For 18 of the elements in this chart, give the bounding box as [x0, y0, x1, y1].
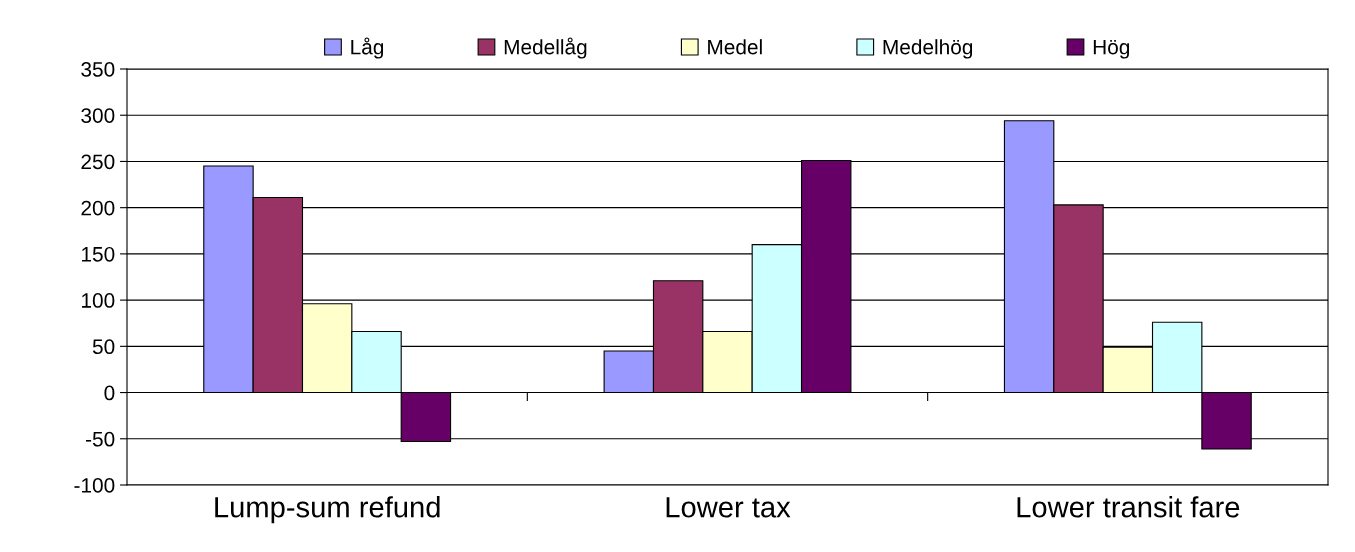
y-tick-label: 0: [104, 385, 115, 401]
x-tick-label: Lower transit fare: [1017, 496, 1240, 518]
y-tick-label: -50: [86, 431, 115, 447]
y-tick-label: 50: [92, 339, 115, 355]
y-tick-label: 350: [81, 62, 115, 77]
y-tick-label: 250: [81, 154, 115, 170]
x-tick-label: Lower tax: [666, 497, 791, 518]
x-tick-label: Lump-sum refund: [215, 496, 440, 524]
y-tick-label: 200: [81, 200, 115, 216]
legend-label: Medel: [708, 39, 762, 55]
y-tick-label: 300: [81, 108, 115, 123]
y-tick-label: 100: [82, 293, 115, 308]
legend-label: Låg: [351, 37, 384, 59]
y-tick-label: 150: [82, 246, 115, 262]
legend-label: Hög: [1093, 39, 1130, 59]
y-tick-label: -100: [74, 478, 115, 493]
legend-label: Medellåg: [504, 37, 587, 59]
legend-label: Medelhög: [883, 39, 973, 59]
